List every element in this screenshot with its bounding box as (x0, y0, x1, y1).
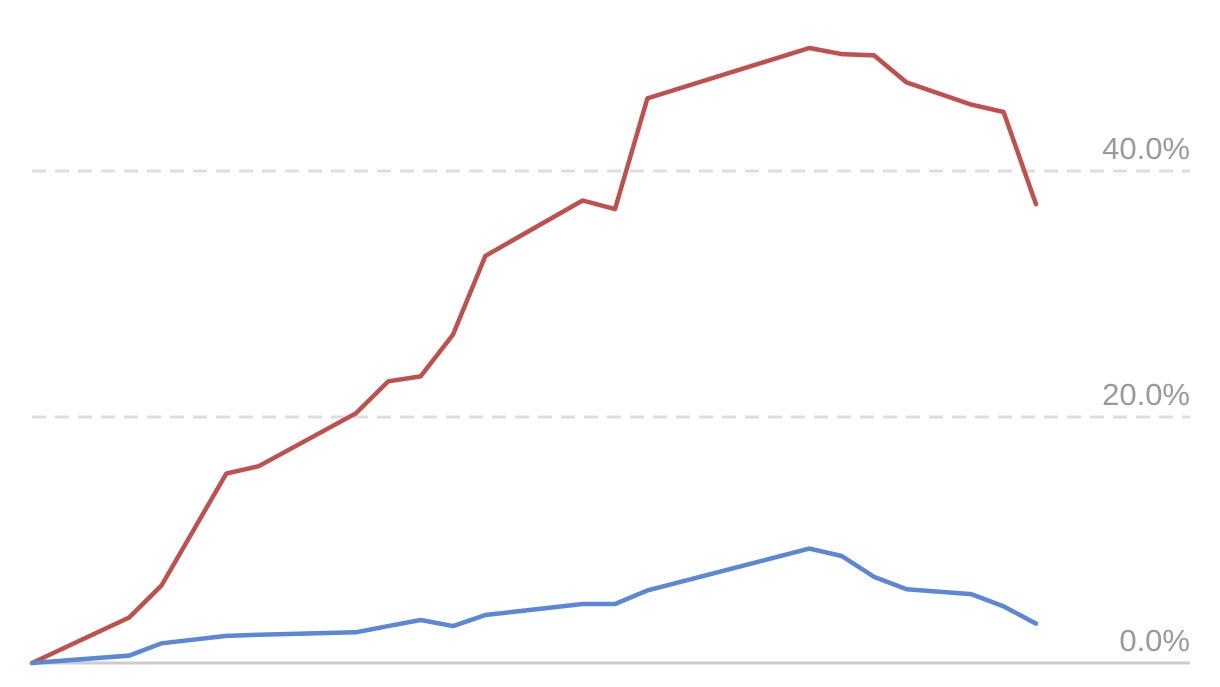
y-axis-tick-labels: 0.0% 20.0% 40.0% (1102, 131, 1190, 658)
series-line-2 (29, 546, 1039, 666)
y-tick-label: 20.0% (1102, 377, 1190, 412)
y-tick-label: 0.0% (1119, 623, 1190, 658)
y-tick-label: 40.0% (1102, 131, 1190, 166)
gridlines (32, 169, 1190, 665)
series-lines (29, 45, 1039, 666)
series-line-1 (29, 45, 1039, 666)
